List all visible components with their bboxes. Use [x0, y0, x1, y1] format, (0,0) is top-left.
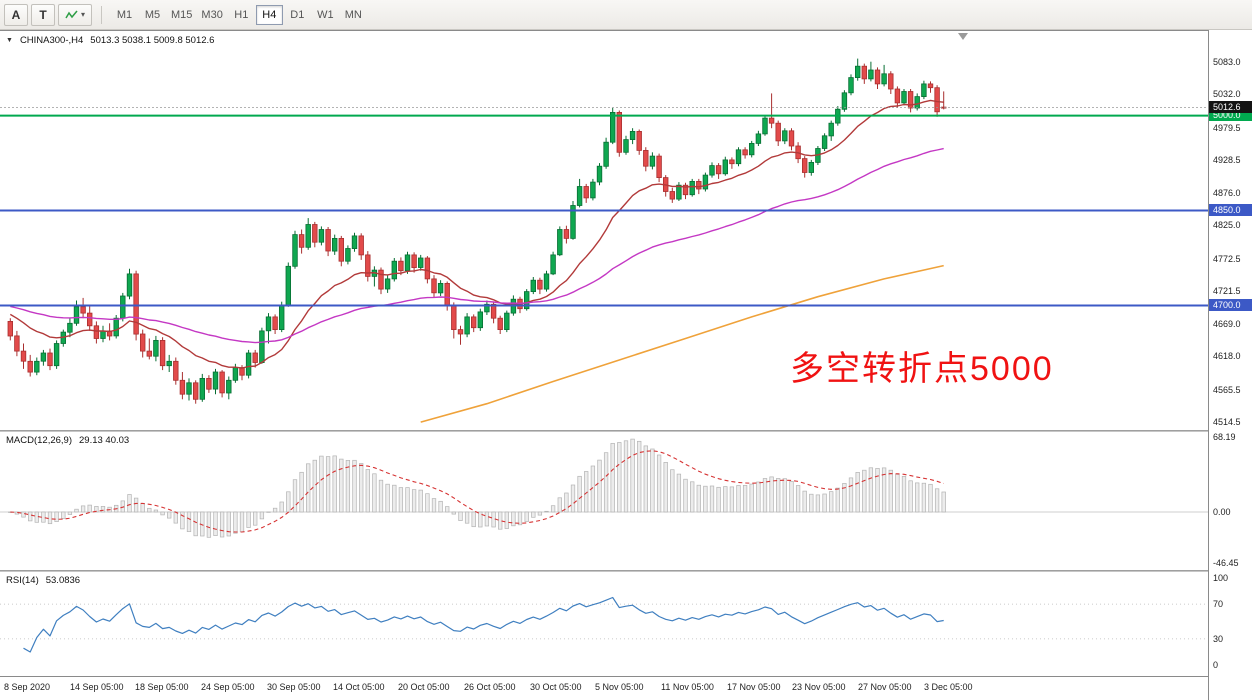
rsi-title: RSI(14) 53.0836	[6, 575, 80, 586]
timeframe-group: M1 M5 M15 M30 H1 H4 D1 W1 MN	[111, 4, 367, 25]
time-axis-label: 3 Dec 05:00	[924, 682, 973, 692]
timeframe-button-m15[interactable]: M15	[167, 5, 196, 25]
timeframe-button-m5[interactable]: M5	[139, 5, 166, 25]
macd-values: 29.13 40.03	[79, 435, 130, 446]
time-axis-label: 27 Nov 05:00	[858, 682, 912, 692]
rsi-pane[interactable]: RSI(14) 53.0836	[0, 572, 1208, 676]
annotate-tool-button[interactable]: A	[4, 3, 28, 26]
pane-separator[interactable]	[0, 430, 1252, 432]
time-axis-label: 20 Oct 05:00	[398, 682, 450, 692]
time-axis-label: 17 Nov 05:00	[727, 682, 781, 692]
chart-annotation: 多空转折点5000	[790, 350, 1054, 388]
time-axis-label: 26 Oct 05:00	[464, 682, 516, 692]
candlestick-chart[interactable]	[0, 31, 1208, 431]
main-chart-pane[interactable]: ▼ CHINA300-,H4 5013.3 5038.1 5009.8 5012…	[0, 30, 1208, 431]
chart-menu-icon[interactable]: ▼	[6, 37, 13, 44]
chevron-down-icon: ▾	[81, 10, 86, 19]
price-axis: 5083.0 5032.0 4979.5 4928.5 4876.0 4825.0 4772…	[1208, 30, 1252, 700]
time-axis-label: 14 Sep 05:00	[70, 682, 124, 692]
timeframe-button-h4[interactable]: H4	[255, 4, 283, 25]
text-tool-button[interactable]: T	[31, 3, 55, 26]
time-axis-label: 18 Sep 05:00	[135, 682, 189, 692]
macd-pane[interactable]: MACD(12,26,9) 29.13 40.03	[0, 432, 1208, 570]
current-price-badge: 5012.6	[1209, 101, 1252, 113]
time-axis-label: 8 Sep 2020	[4, 682, 51, 692]
rsi-value: 53.0836	[45, 575, 81, 586]
level-price-badge: 4850.0	[1209, 204, 1252, 216]
price-axis-label: 4514.5	[1213, 417, 1241, 427]
price-axis-label: 5032.0	[1213, 89, 1241, 99]
pane-separator[interactable]	[0, 570, 1252, 572]
time-axis-label: 23 Nov 05:00	[792, 682, 846, 692]
rsi-axis-label: 30	[1213, 634, 1224, 644]
chart-symbol-period: CHINA300-,H4	[19, 35, 84, 46]
time-axis-label: 30 Sep 05:00	[267, 682, 321, 692]
timeframe-button-m1[interactable]: M1	[111, 5, 138, 25]
chart-ohlc-values: 5013.3 5038.1 5009.8 5012.6	[90, 35, 215, 46]
rsi-axis-label: 0	[1213, 660, 1219, 670]
price-axis-label: 4825.0	[1213, 220, 1241, 230]
price-axis-label: 4928.5	[1213, 155, 1241, 165]
price-axis-label: 4876.0	[1213, 188, 1241, 198]
chart-region: ▼ CHINA300-,H4 5013.3 5038.1 5009.8 5012…	[0, 30, 1252, 700]
zigzag-icon	[65, 10, 78, 18]
toolbar: A T ▾ M1 M5 M15 M30 H1 H4 D1 W1 MN	[0, 0, 1252, 30]
price-axis-label: 4979.5	[1213, 123, 1241, 133]
rsi-axis-label: 100	[1213, 573, 1229, 583]
macd-title: MACD(12,26,9) 29.13 40.03	[6, 435, 129, 446]
time-axis-label: 5 Nov 05:00	[595, 682, 644, 692]
macd-axis-label: 68.19	[1213, 432, 1236, 442]
chart-title: ▼ CHINA300-,H4 5013.3 5038.1 5009.8 5012…	[6, 35, 214, 46]
macd-axis-label: 0.00	[1213, 507, 1231, 517]
rsi-label: RSI(14)	[6, 575, 39, 586]
price-axis-label: 4565.5	[1213, 385, 1241, 395]
level-price-badge: 4700.0	[1209, 299, 1252, 311]
price-axis-label: 4721.5	[1213, 286, 1241, 296]
timeframe-button-mn[interactable]: MN	[340, 5, 367, 25]
timeframe-button-w1[interactable]: W1	[312, 5, 339, 25]
price-axis-label: 4669.0	[1213, 319, 1241, 329]
time-axis-label: 30 Oct 05:00	[530, 682, 582, 692]
timeframe-button-m30[interactable]: M30	[197, 5, 226, 25]
indicator-dropdown-button[interactable]: ▾	[58, 3, 93, 26]
price-axis-label: 5083.0	[1213, 57, 1241, 67]
chart-shift-marker	[958, 33, 968, 40]
macd-axis-label: -46.45	[1213, 558, 1239, 568]
rsi-axis-label: 70	[1213, 599, 1224, 609]
time-axis-label: 24 Sep 05:00	[201, 682, 255, 692]
macd-chart[interactable]	[0, 432, 1208, 570]
time-axis: 8 Sep 2020 14 Sep 05:00 18 Sep 05:00 24 Sep…	[0, 676, 1208, 700]
price-axis-label: 4618.0	[1213, 351, 1241, 361]
rsi-chart[interactable]	[0, 572, 1208, 676]
timeframe-button-d1[interactable]: D1	[284, 5, 311, 25]
macd-label: MACD(12,26,9)	[6, 435, 72, 446]
price-axis-label: 4772.5	[1213, 254, 1241, 264]
toolbar-separator	[101, 5, 103, 24]
time-axis-label: 14 Oct 05:00	[333, 682, 385, 692]
time-axis-label: 11 Nov 05:00	[661, 682, 714, 692]
timeframe-button-h1[interactable]: H1	[228, 5, 255, 25]
